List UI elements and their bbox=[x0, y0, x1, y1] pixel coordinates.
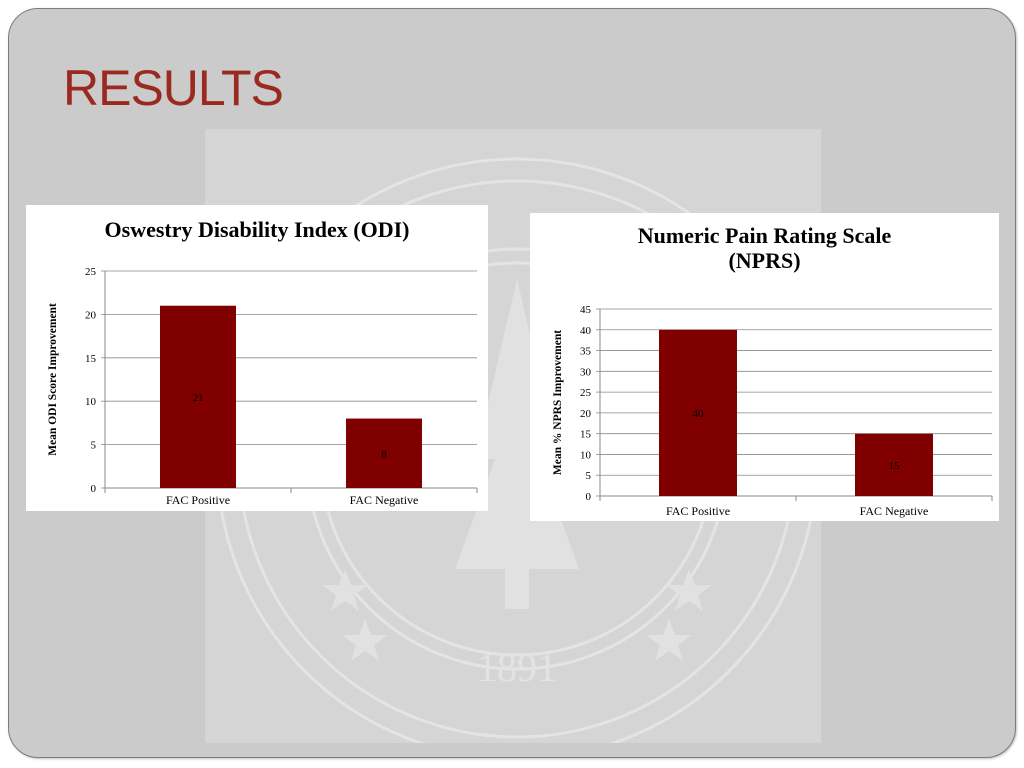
y-tick-label: 15 bbox=[580, 429, 592, 441]
y-tick-label: 35 bbox=[580, 346, 592, 358]
bar-fac-negative bbox=[346, 418, 422, 488]
y-axis-label: Mean % NPRS Improvement bbox=[552, 330, 564, 475]
nprs-chart-title-text: Numeric Pain Rating Scale (NPRS) bbox=[637, 223, 892, 273]
x-category-label: FAC Positive bbox=[166, 493, 230, 507]
bar-fac-positive bbox=[659, 329, 737, 496]
slide-title: RESULTS bbox=[63, 60, 284, 116]
bar-fac-negative bbox=[855, 433, 933, 496]
nprs-chart-plot: 0 5 10 15 20 25 30 35 40 45 40 FAC Positive 15 FAC Ne… bbox=[552, 304, 993, 518]
x-category-label: FAC Negative bbox=[860, 504, 929, 518]
bar-fac-positive bbox=[160, 305, 236, 488]
y-tick-label: 10 bbox=[580, 449, 592, 461]
x-category-label: FAC Negative bbox=[350, 493, 419, 507]
odi-chart-title: Oswestry Disability Index (ODI) bbox=[104, 217, 410, 242]
y-tick-label: 15 bbox=[85, 353, 97, 365]
bar-data-label: 21 bbox=[193, 392, 204, 404]
slide: RESULTS 1891 Oswestry Disability Index (… bbox=[8, 8, 1016, 758]
x-category-label: FAC Positive bbox=[666, 504, 730, 518]
y-tick-label: 45 bbox=[580, 304, 592, 316]
seal-year: 1891 bbox=[477, 645, 557, 690]
y-tick-label: 20 bbox=[580, 408, 592, 420]
y-tick-label: 0 bbox=[91, 483, 97, 495]
y-tick-label: 0 bbox=[586, 491, 592, 503]
y-tick-label: 25 bbox=[85, 266, 97, 278]
y-tick-label: 25 bbox=[580, 387, 592, 399]
y-tick-label: 40 bbox=[580, 325, 592, 337]
nprs-chart: Numeric Pain Rating Scale (NPRS) 0 5 10 15 2… bbox=[530, 213, 999, 521]
y-tick-label: 10 bbox=[85, 396, 97, 408]
bar-data-label: 40 bbox=[693, 408, 705, 420]
bar-data-label: 15 bbox=[889, 460, 901, 472]
y-axis-label: Mean ODI Score Improvement bbox=[47, 303, 59, 456]
y-tick-label: 5 bbox=[586, 470, 592, 482]
y-tick-label: 20 bbox=[85, 309, 97, 321]
odi-chart: Oswestry Disability Index (ODI) 0 5 10 15 20… bbox=[26, 205, 488, 511]
nprs-chart-title: Numeric Pain Rating Scale (NPRS) bbox=[530, 223, 999, 273]
bar-data-label: 8 bbox=[381, 448, 387, 460]
y-tick-label: 5 bbox=[91, 440, 97, 452]
y-tick-label: 30 bbox=[580, 366, 592, 378]
odi-chart-plot: 0 5 10 15 20 25 21 FAC Positive 8 FAC Negative Mea… bbox=[47, 266, 478, 507]
